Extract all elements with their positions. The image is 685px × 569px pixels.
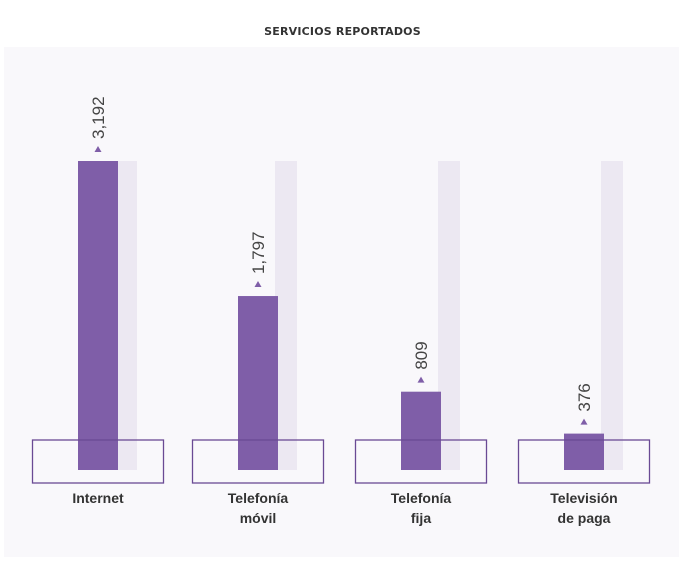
value-label: 3,192 (89, 96, 108, 139)
bar-1 (238, 296, 278, 470)
value-label: 1,797 (249, 231, 268, 274)
bar-track (438, 161, 460, 470)
category-outline (517, 439, 651, 484)
category-label: Telefonía (228, 490, 289, 506)
category-outline (31, 439, 165, 484)
chart-title: SERVICIOS REPORTADOS (264, 25, 421, 38)
category-labels: Internet Telefonía móvil Telefonía fija Telev… (72, 490, 617, 526)
value-labels: 3,192 1,797 809 376 (89, 96, 594, 411)
value-marker (94, 146, 102, 152)
bar-0 (78, 161, 118, 470)
value-marker (580, 418, 588, 425)
value-marker (254, 281, 262, 288)
bar-track (275, 161, 297, 470)
category-label: Internet (72, 490, 124, 506)
category-label: móvil (240, 510, 277, 526)
category-outline (191, 439, 325, 484)
category-label: de paga (558, 510, 611, 526)
category-outline (354, 439, 488, 484)
category-label: Televisión (550, 490, 617, 506)
bars (78, 161, 604, 470)
value-label: 809 (412, 341, 431, 369)
value-markers (94, 146, 588, 425)
category-outlines (31, 439, 651, 484)
bar-track (115, 161, 137, 470)
bar-2 (401, 391, 441, 470)
value-marker (417, 376, 425, 383)
bar-3 (564, 433, 604, 470)
bar-tracks (115, 161, 623, 470)
category-label: Telefonía (391, 490, 452, 506)
bar-track (601, 161, 623, 470)
category-label: fija (411, 510, 431, 526)
value-label: 376 (575, 383, 594, 411)
